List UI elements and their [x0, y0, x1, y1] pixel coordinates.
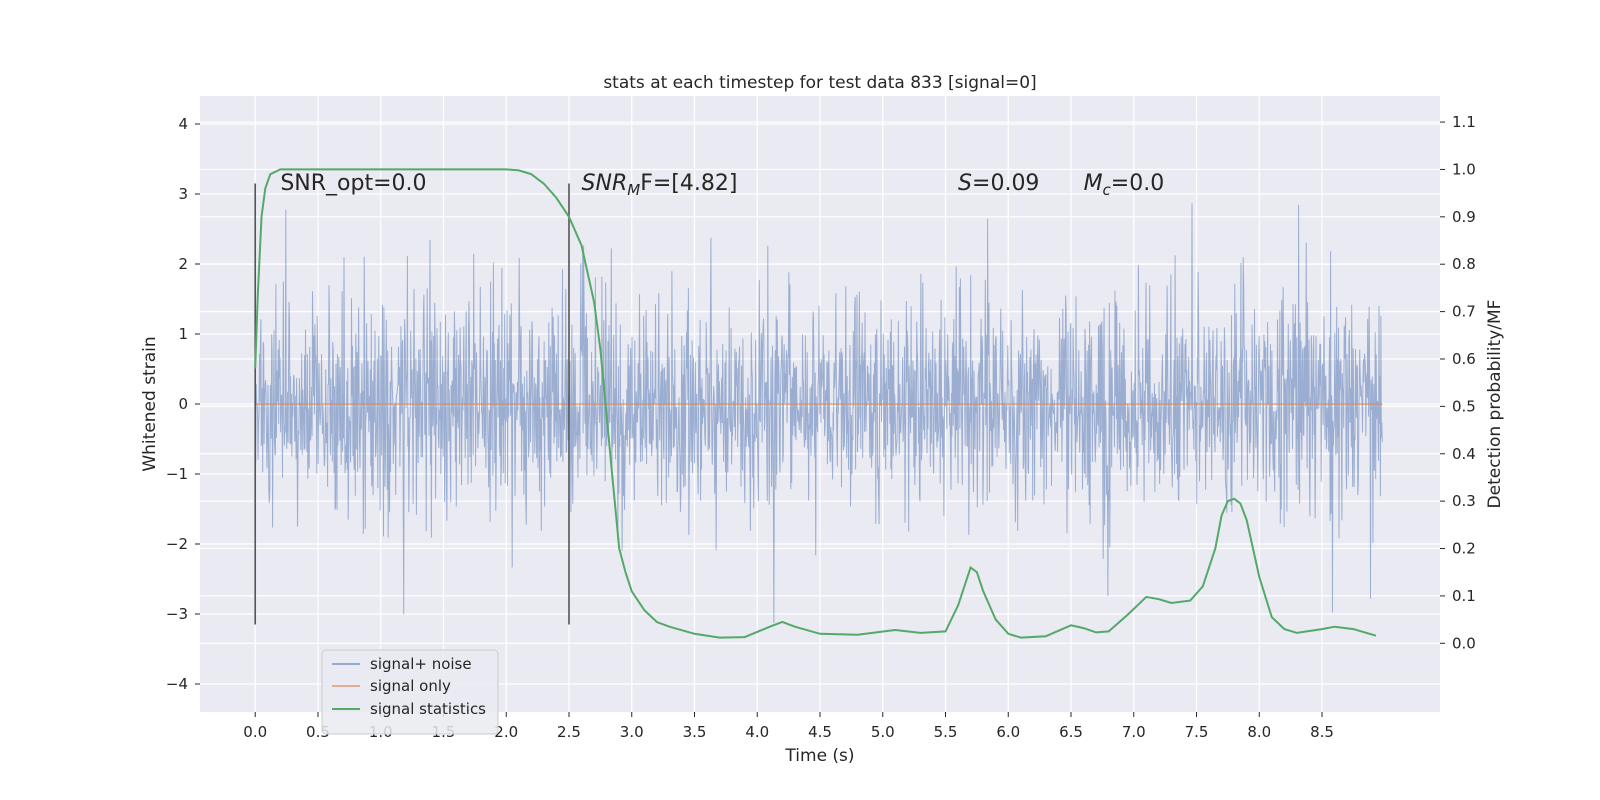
y-axis-ticks: −4 −3 −2 −1 0 1 2 3 4 — [166, 115, 200, 693]
x-tick-label-4: 2.0 — [494, 723, 518, 741]
annotation-snr-mf-suffix: F=[4.82] — [640, 171, 737, 196]
annotations: SNR_opt=0.0 SNRMF=[4.82] S=0.09 Mc=0.0 — [280, 171, 1164, 199]
x-tick-label-14: 7.0 — [1122, 723, 1146, 741]
x-tick-label-0: 0.0 — [243, 723, 267, 741]
annotation-snr-mf-prefix: SNR — [582, 171, 628, 196]
annotation-s-prefix: S — [958, 171, 972, 196]
y-tick-label-4: 0 — [178, 395, 188, 413]
y-axis-label: Whitened strain — [140, 336, 160, 471]
signal-noise-trace — [254, 203, 1383, 624]
annotation-mc-value: Mc=0.0 — [1084, 171, 1165, 199]
y2-tick-label-10: 1.0 — [1452, 160, 1476, 178]
legend-label-signal-noise: signal+ noise — [370, 655, 472, 673]
y-tick-label-5: 1 — [178, 325, 188, 343]
y2-tick-label-9: 0.9 — [1452, 208, 1476, 226]
x-tick-label-13: 6.5 — [1059, 723, 1083, 741]
x-tick-label-15: 7.5 — [1185, 723, 1209, 741]
legend-label-signal-only: signal only — [370, 677, 451, 695]
annotation-mc-prefix: M — [1084, 171, 1103, 196]
x-tick-label-7: 3.5 — [683, 723, 707, 741]
chart-title: stats at each timestep for test data 833… — [603, 73, 1036, 93]
x-tick-label-8: 4.0 — [745, 723, 769, 741]
annotation-snr-opt: SNR_opt=0.0 — [280, 171, 426, 196]
annotation-s-value: S=0.09 — [958, 171, 1039, 196]
x-tick-label-16: 8.0 — [1247, 723, 1271, 741]
y2-tick-label-5: 0.5 — [1452, 397, 1476, 415]
y2-tick-label-0: 0.0 — [1452, 634, 1476, 652]
x-tick-label-12: 6.0 — [996, 723, 1020, 741]
y-tick-label-3: −1 — [166, 465, 188, 483]
x-tick-label-5: 2.5 — [557, 723, 581, 741]
vertical-markers — [254, 183, 570, 625]
x-tick-label-9: 4.5 — [808, 723, 832, 741]
annotation-s-suffix: =0.09 — [972, 171, 1039, 196]
series-signal-statistics-line — [254, 168, 1377, 639]
annotation-snr-mf-sub: M — [627, 181, 640, 199]
annotation-mc-suffix: =0.0 — [1111, 171, 1164, 196]
y2-tick-label-8: 0.8 — [1452, 255, 1476, 273]
legend-box — [321, 649, 499, 735]
x-tick-label-17: 8.5 — [1310, 723, 1334, 741]
series-signal-noise — [254, 203, 1383, 624]
legend: signal+ noise signal only signal statist… — [321, 649, 499, 735]
y2-tick-label-11: 1.1 — [1452, 113, 1476, 131]
y-tick-label-6: 2 — [178, 255, 188, 273]
y2-axis-ticks: 0.0 0.1 0.2 0.3 0.4 0.5 0.6 0.7 0.8 0.9 1.0 1.1 — [1440, 113, 1476, 652]
y-tick-label-7: 3 — [178, 185, 188, 203]
legend-label-signal-statistics: signal statistics — [370, 700, 486, 718]
annotation-snr-mf: SNRMF=[4.82] — [582, 171, 738, 199]
x-tick-label-10: 5.0 — [871, 723, 895, 741]
y2-tick-label-4: 0.4 — [1452, 445, 1476, 463]
y-tick-label-2: −2 — [166, 535, 188, 553]
annotation-mc-sub: c — [1103, 181, 1112, 199]
y2-tick-label-6: 0.6 — [1452, 350, 1476, 368]
y-tick-label-8: 4 — [178, 115, 188, 133]
y-tick-label-0: −4 — [166, 675, 188, 693]
x-tick-label-6: 3.0 — [620, 723, 644, 741]
y2-tick-label-2: 0.2 — [1452, 540, 1476, 558]
y2-axis-label: Detection probability/MF — [1485, 300, 1505, 509]
y2-tick-label-3: 0.3 — [1452, 492, 1476, 510]
x-tick-label-11: 5.5 — [934, 723, 958, 741]
y2-tick-label-1: 0.1 — [1452, 587, 1476, 605]
y-tick-label-1: −3 — [166, 605, 188, 623]
y2-tick-label-7: 0.7 — [1452, 303, 1476, 321]
x-axis-label: Time (s) — [784, 746, 854, 766]
